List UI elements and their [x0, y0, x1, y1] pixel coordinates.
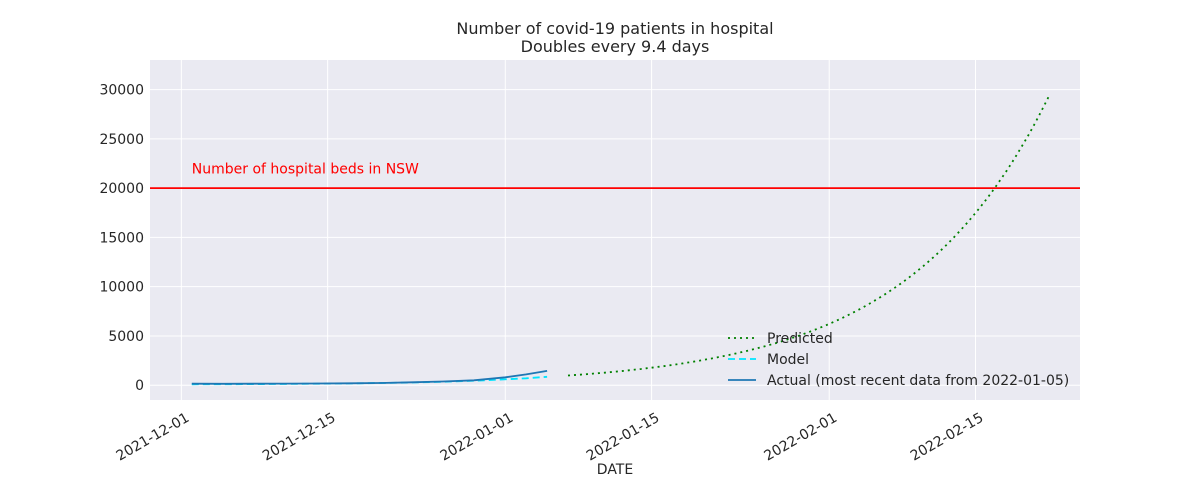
y-tick-label: 30000	[99, 83, 144, 99]
x-tick-label: 2021-12-01	[114, 410, 192, 465]
y-tick-label: 10000	[99, 280, 144, 296]
x-tick-label: 2022-02-01	[762, 410, 840, 465]
y-tick-label: 20000	[99, 181, 144, 197]
y-tick-label: 25000	[99, 132, 144, 148]
legend-label-actual: Actual (most recent data from 2022-01-05…	[767, 373, 1069, 389]
actual-series-line	[191, 370, 548, 385]
hospital-beds-label: Number of hospital beds in NSW	[192, 161, 419, 177]
x-tick-label: 2022-02-15	[908, 410, 986, 465]
y-tick-label: 0	[135, 378, 144, 394]
x-axis-label: DATE	[597, 462, 633, 478]
legend-label-model: Model	[767, 352, 809, 368]
y-tick-label: 15000	[99, 230, 144, 246]
x-tick-label: 2022-01-15	[584, 410, 662, 465]
x-tick-label: 2022-01-01	[438, 410, 516, 465]
chart-title: Number of covid-19 patients in hospital	[456, 19, 773, 38]
legend-label-predicted: Predicted	[767, 331, 833, 347]
x-axis: 2021-12-01 2021-12-15 2022-01-01 2022-01-15…	[114, 410, 987, 465]
y-axis: 0 5000 10000 15000 20000 25000 30000	[99, 83, 144, 395]
y-tick-label: 5000	[108, 329, 144, 345]
chart-subtitle: Doubles every 9.4 days	[521, 37, 710, 56]
reference-line-group: Number of hospital beds in NSW	[150, 161, 1080, 190]
x-tick-label: 2021-12-15	[260, 410, 338, 465]
series-group	[191, 96, 1050, 386]
legend: Predicted Model Actual (most recent data f…	[728, 331, 1069, 389]
plot-area	[150, 60, 1080, 400]
